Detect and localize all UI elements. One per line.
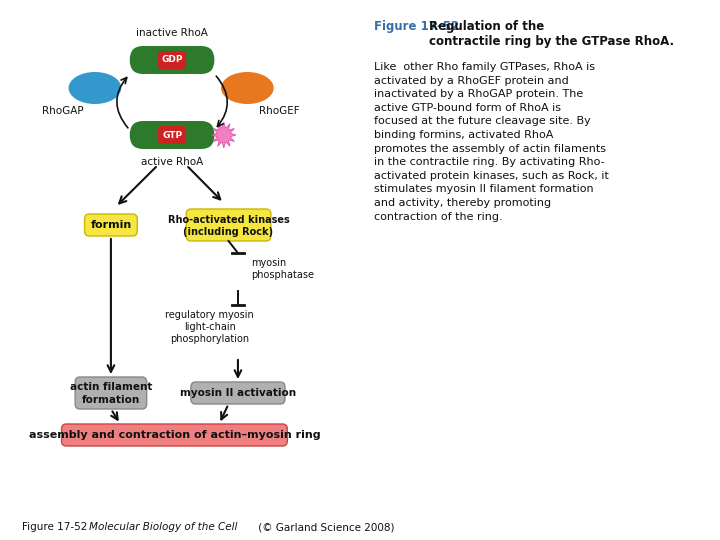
Text: Regulation of the
contractile ring by the GTPase RhoA.: Regulation of the contractile ring by th… xyxy=(429,20,674,48)
Polygon shape xyxy=(212,122,236,148)
Text: myosin II activation: myosin II activation xyxy=(180,388,296,398)
Text: assembly and contraction of actin–myosin ring: assembly and contraction of actin–myosin… xyxy=(29,430,320,440)
FancyBboxPatch shape xyxy=(158,126,186,144)
Text: GDP: GDP xyxy=(161,56,183,64)
Text: Like  other Rho family GTPases, RhoA is
activated by a RhoGEF protein and
inacti: Like other Rho family GTPases, RhoA is a… xyxy=(374,62,609,221)
Text: RhoGEF: RhoGEF xyxy=(258,106,300,116)
Text: Figure 17–52: Figure 17–52 xyxy=(374,20,464,33)
Text: (© Garland Science 2008): (© Garland Science 2008) xyxy=(255,522,395,532)
Text: (including Rock): (including Rock) xyxy=(184,227,274,237)
Text: active RhoA: active RhoA xyxy=(141,157,203,167)
FancyBboxPatch shape xyxy=(186,209,271,241)
FancyBboxPatch shape xyxy=(61,424,287,446)
Text: formin: formin xyxy=(90,220,132,230)
Text: GTP: GTP xyxy=(162,131,182,139)
FancyBboxPatch shape xyxy=(130,46,215,74)
FancyBboxPatch shape xyxy=(158,51,186,69)
FancyBboxPatch shape xyxy=(75,377,147,409)
Text: inactive RhoA: inactive RhoA xyxy=(136,28,208,38)
FancyBboxPatch shape xyxy=(130,121,215,149)
Text: formation: formation xyxy=(82,395,140,405)
Text: RhoGAP: RhoGAP xyxy=(42,106,84,116)
Ellipse shape xyxy=(68,72,121,104)
Text: Rho-activated kinases: Rho-activated kinases xyxy=(168,215,289,225)
Ellipse shape xyxy=(221,72,274,104)
Text: Molecular Biology of the Cell: Molecular Biology of the Cell xyxy=(89,522,238,532)
Text: Figure 17-52: Figure 17-52 xyxy=(22,522,96,532)
Text: myosin
phosphatase: myosin phosphatase xyxy=(251,258,314,280)
FancyBboxPatch shape xyxy=(84,214,138,236)
Text: regulatory myosin
light-chain
phosphorylation: regulatory myosin light-chain phosphoryl… xyxy=(166,310,254,343)
Text: actin filament: actin filament xyxy=(70,382,152,392)
FancyBboxPatch shape xyxy=(191,382,285,404)
